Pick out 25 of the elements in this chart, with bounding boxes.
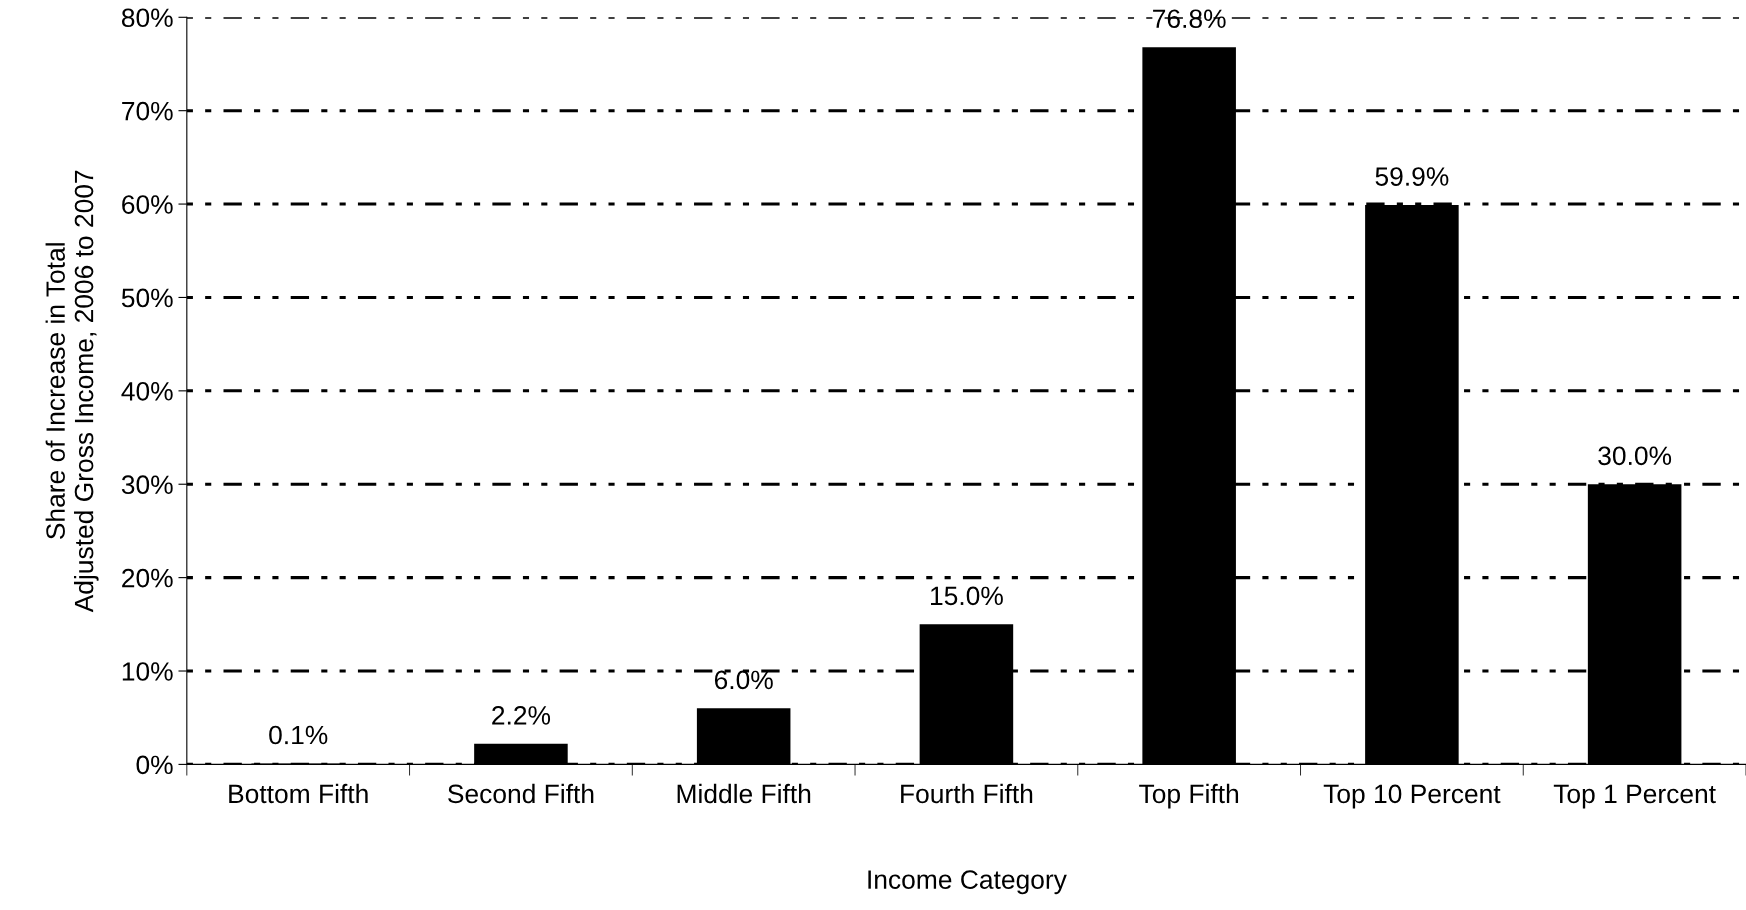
y-axis-title: Share of Increase in Total Adjusted Gross Income, 2006 to 2007 (45, 170, 99, 613)
x-tick-label: Top 10 Percent (1323, 784, 1501, 809)
x-tick-label: Middle Fifth (677, 783, 811, 804)
data-label: 0.1% (269, 725, 328, 745)
data-label: 2.2% (492, 706, 551, 725)
y-tick-label: 80% (121, 8, 173, 28)
y-tick-label: 0% (136, 755, 173, 775)
data-label: 76.8% (1153, 9, 1226, 29)
data-label: 59.9% (1375, 167, 1449, 186)
y-tick-label: 10% (122, 662, 173, 681)
y-tick-label: 40% (121, 381, 173, 401)
x-tick-label: Top 1 Percent (1553, 784, 1716, 809)
data-label: 6.0% (714, 670, 773, 690)
y-tick-label: 30% (121, 475, 173, 495)
y-tick-label: 70% (122, 101, 173, 121)
y-tick-label: 50% (121, 288, 173, 308)
data-label: 30.0% (1598, 446, 1672, 466)
x-tick-label: Fourth Fifth (901, 783, 1033, 804)
x-axis-title: Income Category (868, 870, 1067, 895)
x-tick-label: Second Fifth (448, 783, 594, 804)
x-tick-label: Bottom Fifth (229, 783, 368, 804)
y-tick-label: 60% (122, 195, 173, 214)
data-label: 15.0% (931, 586, 1003, 606)
x-tick-label: Top Fifth (1139, 783, 1239, 809)
y-tick-label: 20% (122, 568, 173, 588)
